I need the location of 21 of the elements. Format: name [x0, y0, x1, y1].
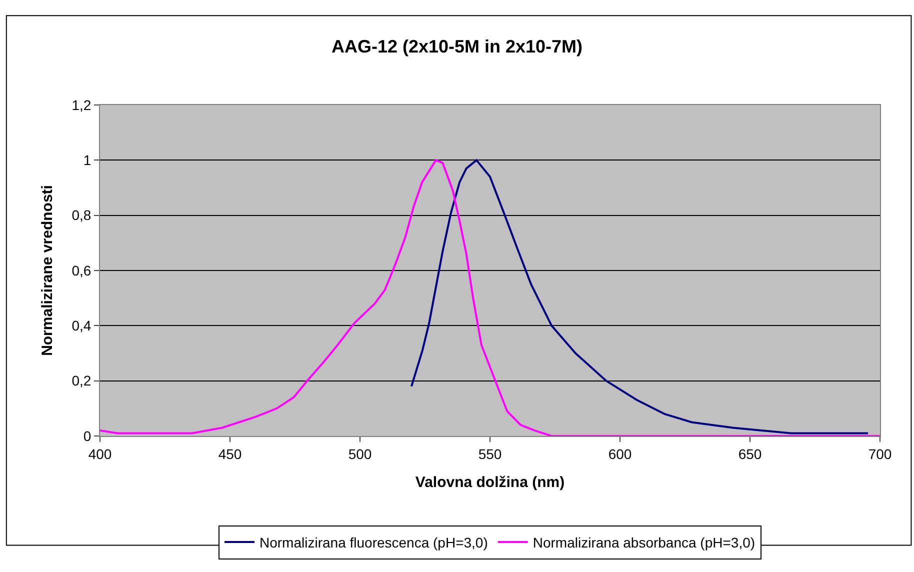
x-tick-label: 400 — [88, 446, 112, 462]
chart-title: AAG-12 (2x10-5M in 2x10-7M) — [331, 36, 583, 57]
x-tick-label: 450 — [218, 446, 242, 462]
x-tick-label: 700 — [868, 446, 892, 462]
line-series — [100, 159, 880, 436]
x-tick-label: 500 — [348, 446, 372, 462]
legend-label: Normalizirana absorbanca (pH=3,0) — [532, 534, 756, 550]
legend-label: Normalizirana fluorescenca (pH=3,0) — [260, 534, 488, 550]
line-series — [410, 159, 870, 434]
y-tick-label: 0,4 — [72, 318, 92, 334]
y-tick-label: 0 — [83, 428, 92, 444]
y-tick-label: 0,6 — [72, 262, 92, 278]
y-tick-label: 0,8 — [72, 207, 92, 224]
x-axis-title: Valovna dolžina (nm) — [415, 474, 565, 491]
x-tick-label: 550 — [478, 446, 502, 462]
x-tick-label: 650 — [738, 446, 762, 462]
y-tick-label: 0,2 — [72, 372, 92, 389]
y-tick-label: 1 — [83, 152, 92, 168]
y-axis-title: Normalizirane vrednosti — [38, 185, 56, 356]
y-tick-label: 1,2 — [72, 96, 92, 113]
x-tick-label: 600 — [608, 446, 632, 462]
